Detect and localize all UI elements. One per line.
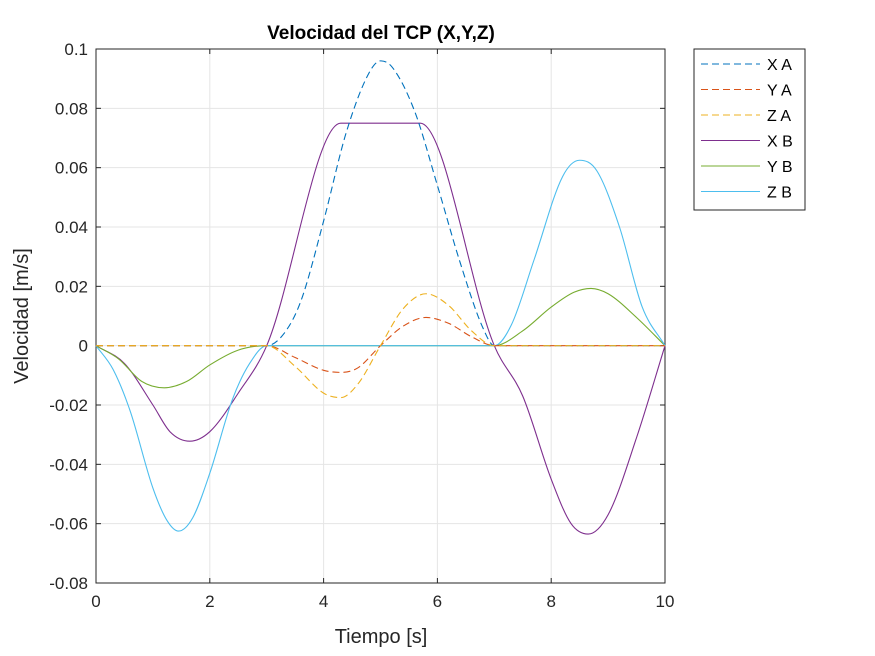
legend: X A Y A Z A X B Y B Z B — [693, 48, 806, 211]
x-tick-label: 10 — [656, 592, 675, 611]
grid — [95, 48, 666, 584]
tick-labels: 0 2 4 6 8 10 -0.08 -0.06 -0.04 -0.02 0 0.02 0.04 0.06… — [49, 40, 674, 611]
x-tick-label: 2 — [205, 592, 214, 611]
legend-box — [693, 48, 806, 211]
y-tick-label: -0.04 — [49, 455, 88, 474]
series-line-x-a — [96, 60, 665, 347]
x-tick-label: 0 — [91, 592, 100, 611]
series-line-z-a — [96, 293, 665, 399]
y-tick-label: -0.08 — [49, 574, 88, 593]
chart-title: Velocidad del TCP (X,Y,Z) — [267, 23, 495, 44]
y-tick-label: -0.02 — [49, 396, 88, 415]
y-tick-label: -0.06 — [49, 515, 88, 534]
legend-label-x-b: X B — [767, 134, 793, 151]
y-tick-label: 0.08 — [55, 99, 88, 118]
y-tick-label: 0.02 — [55, 277, 88, 296]
legend-label-x-a: X A — [767, 57, 792, 74]
legend-label-y-b: Y B — [767, 159, 793, 176]
x-tick-label: 4 — [319, 592, 328, 611]
series-line-x-b — [95, 122, 666, 535]
x-axis-label: Tiempo [s] — [335, 626, 428, 648]
legend-label-y-a: Y A — [767, 83, 792, 100]
axes-box — [95, 48, 666, 584]
legend-label-z-a: Z A — [767, 108, 791, 125]
y-tick-label: 0.06 — [55, 159, 88, 178]
legend-label-z-b: Z B — [767, 185, 792, 202]
plot-area — [96, 49, 665, 583]
y-axis-label: Velocidad [m/s] — [11, 248, 33, 384]
x-tick-label: 8 — [546, 592, 555, 611]
y-tick-label: 0.1 — [64, 40, 88, 59]
y-tick-label: 0 — [79, 337, 88, 356]
axes-frame — [95, 48, 666, 584]
y-tick-label: 0.04 — [55, 218, 88, 237]
series-lines — [95, 60, 666, 535]
x-tick-label: 6 — [433, 592, 442, 611]
